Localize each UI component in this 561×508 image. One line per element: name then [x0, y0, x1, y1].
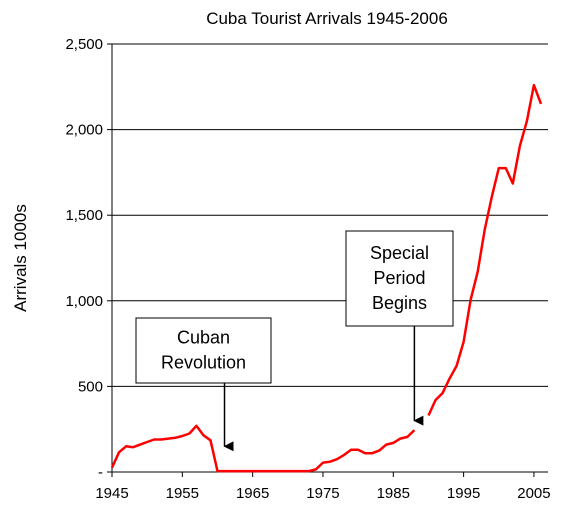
- x-tick-labels: 1945 1955 1965 1975 1985 1995 2005: [95, 485, 550, 502]
- y-tick-label: 2,000: [65, 122, 103, 139]
- series-line: [110, 424, 416, 473]
- chart-title: Cuba Tourist Arrivals 1945-2006: [206, 9, 448, 28]
- x-tick-label: 2005: [517, 485, 550, 502]
- gridlines: [112, 43, 548, 387]
- x-tick-label: 1965: [236, 485, 269, 502]
- x-tick-label: 1955: [166, 485, 199, 502]
- series-line: [427, 83, 543, 417]
- annotation-text: Revolution: [161, 353, 246, 373]
- y-tick-label: 500: [78, 378, 103, 395]
- series-lines: [110, 83, 543, 473]
- y-tick-label: 1,500: [65, 207, 103, 224]
- y-tick-label: 1,000: [65, 293, 103, 310]
- x-tick-label: 1985: [377, 485, 410, 502]
- y-tick-label: 2,500: [65, 36, 103, 53]
- annotation-text: Cuban: [177, 328, 230, 348]
- annotation-box: [135, 317, 272, 384]
- annotation-text: Special: [370, 243, 429, 263]
- y-tick-labels: - 500 1,000 1,500 2,000 2,500: [65, 36, 103, 481]
- annotation: Cuban Revolution: [135, 317, 272, 452]
- annotation-box: [345, 230, 454, 327]
- annotation-text: Begins: [372, 293, 427, 313]
- x-tick-label: 1995: [447, 485, 480, 502]
- y-axis-title: Arrivals 1000s: [11, 204, 30, 312]
- x-tick-label: 1975: [306, 485, 339, 502]
- annotation: Special Period Begins: [345, 230, 454, 426]
- y-tick-label: -: [98, 464, 103, 481]
- axes: [107, 43, 548, 477]
- annotations: Cuban Revolution Special Period Begins: [135, 230, 454, 452]
- x-tick-label: 1945: [95, 485, 128, 502]
- annotation-text: Period: [373, 268, 425, 288]
